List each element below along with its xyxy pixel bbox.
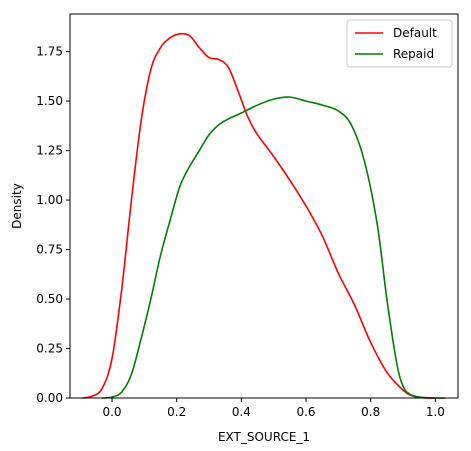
x-tick-label: 0.8 xyxy=(361,405,380,419)
legend: Default Repaid xyxy=(346,19,453,68)
y-ticks: 0.00 0.25 0.50 0.75 1.00 1.25 1.50 1.75 xyxy=(36,45,70,405)
y-tick-label: 1.50 xyxy=(36,94,63,108)
legend-box xyxy=(346,19,453,68)
x-tick-label: 0.2 xyxy=(167,405,186,419)
series-line-repaid xyxy=(101,96,446,399)
y-tick-label: 0.75 xyxy=(36,243,63,257)
x-tick-label: 0.0 xyxy=(102,405,121,419)
y-tick-label: 1.25 xyxy=(36,144,63,158)
y-tick-label: 0.50 xyxy=(36,292,63,306)
x-tick-label: 0.6 xyxy=(296,405,315,419)
x-tick-label: 1.0 xyxy=(426,405,445,419)
x-axis-label: EXT_SOURCE_1 xyxy=(218,430,310,444)
y-tick-label: 0.25 xyxy=(36,342,63,356)
y-axis-label: Density xyxy=(10,183,24,229)
legend-label-default: Default xyxy=(393,26,437,40)
y-tick-label: 1.00 xyxy=(36,193,63,207)
x-ticks: 0.0 0.2 0.4 0.6 0.8 1.0 xyxy=(102,398,445,419)
plot-area-frame xyxy=(69,13,459,399)
plot-lines xyxy=(82,32,446,399)
y-tick-label: 0.00 xyxy=(36,391,63,405)
y-tick-label: 1.75 xyxy=(36,45,63,59)
series-line-default xyxy=(82,32,437,399)
x-tick-label: 0.4 xyxy=(232,405,251,419)
legend-label-repaid: Repaid xyxy=(393,47,434,61)
